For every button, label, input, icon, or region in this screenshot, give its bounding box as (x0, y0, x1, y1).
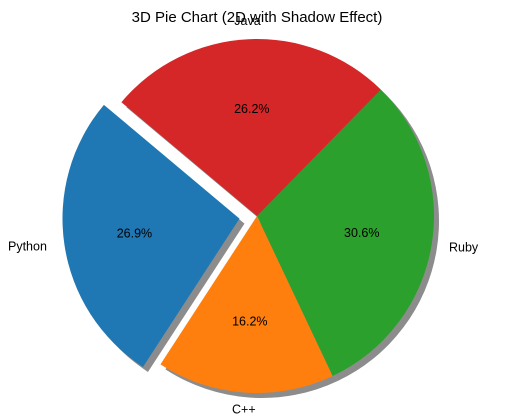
slice-label-java: Java (234, 14, 260, 28)
slice-percentage-java: 26.2% (234, 102, 269, 116)
slice-label-ruby: Ruby (449, 241, 479, 255)
slice-wedges (62, 39, 434, 393)
slice-percentage-ruby: 30.6% (344, 226, 379, 240)
slice-percentage-python: 26.9% (117, 227, 152, 241)
slice-label-python: Python (8, 240, 47, 254)
slice-label-cpp: C++ (232, 403, 256, 416)
slice-percentage-cpp: 16.2% (232, 314, 267, 328)
